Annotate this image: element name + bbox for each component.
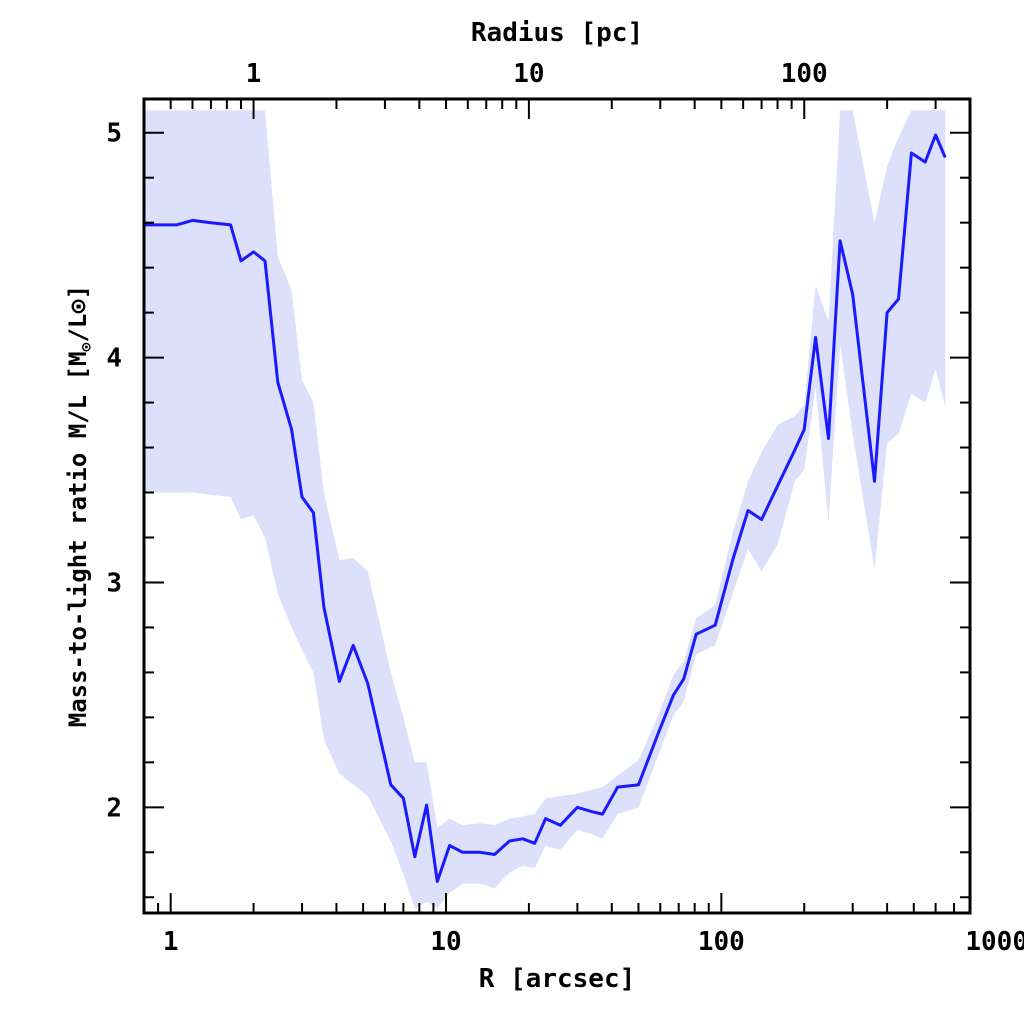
y-axis-title-main: Mass-to-light ratio M/L [M xyxy=(64,352,92,728)
top-tick-label: 1 xyxy=(246,59,262,89)
x-tick-label: 100 xyxy=(698,927,745,957)
ml-ratio-line xyxy=(144,133,947,883)
y-axis-title-tail: /L⊙] xyxy=(64,285,92,343)
x-axis-title: R [arcsec] xyxy=(479,964,636,994)
top-axis-title: Radius [pc] xyxy=(471,18,643,48)
y-axis-title: Mass-to-light ratio M/L [M⊙/L⊙] xyxy=(64,285,95,728)
y-axis-title-sub: ⊙ xyxy=(77,343,95,352)
y-tick-label: 4 xyxy=(106,344,122,374)
x-tick-label: 1 xyxy=(163,927,179,957)
uncertainty-band xyxy=(144,110,946,909)
top-tick-label: 100 xyxy=(781,59,828,89)
x-tick-label: 1000 xyxy=(965,927,1024,957)
y-tick-label: 3 xyxy=(106,568,122,598)
plot-frame xyxy=(142,97,972,915)
y-tick-label: 2 xyxy=(106,793,122,823)
y-tick-label: 5 xyxy=(106,119,122,149)
x-tick-label: 10 xyxy=(430,927,461,957)
top-tick-label: 10 xyxy=(513,59,544,89)
